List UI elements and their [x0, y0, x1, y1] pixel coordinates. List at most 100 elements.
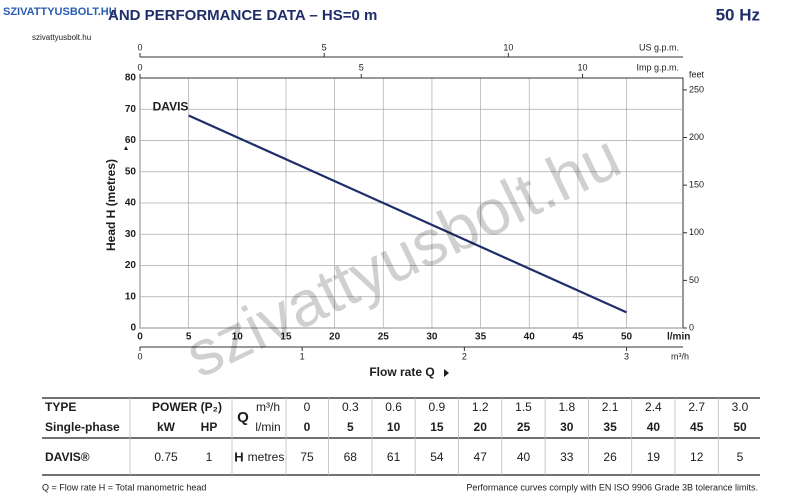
- x-tick-label: 30: [426, 332, 438, 343]
- axis-arrow: [124, 146, 128, 150]
- watermark: szivattyusbolt.hu: [174, 119, 631, 391]
- q-m3h-value: 1.8: [558, 400, 575, 414]
- q-m3h-unit: m³/h: [256, 400, 280, 414]
- q-lmin-value: 40: [647, 420, 661, 434]
- y2-tick-label: 200: [689, 132, 704, 142]
- q-lmin-value: 20: [474, 420, 488, 434]
- top-axis-tick-label: 10: [503, 42, 513, 52]
- curve: [188, 114, 628, 314]
- bottom-axis-tick-label: 2: [462, 351, 467, 361]
- q-lmin-value: 15: [430, 420, 444, 434]
- top-axis-label: Imp g.p.m.: [636, 62, 679, 72]
- x-axis-label: l/min: [667, 332, 690, 343]
- q-m3h-value: 2.1: [602, 400, 619, 414]
- q-lmin-value: 50: [733, 420, 747, 434]
- axis-arrow: [444, 369, 449, 377]
- h-value: 54: [430, 450, 444, 464]
- x-tick-label: 0: [137, 332, 143, 343]
- series-label: DAVIS: [153, 100, 189, 114]
- h-value: 12: [690, 450, 704, 464]
- q-lmin-value: 10: [387, 420, 401, 434]
- q-m3h-value: 0.6: [385, 400, 402, 414]
- q-symbol: Q: [237, 409, 249, 426]
- hp-header: HP: [201, 420, 218, 434]
- x-tick-label: 25: [378, 332, 390, 343]
- type-header: TYPE: [45, 400, 76, 414]
- h-value: 40: [517, 450, 531, 464]
- top-axis-tick-label: 5: [359, 62, 364, 72]
- top-axis-tick-label: 0: [137, 42, 142, 52]
- x-tick-label: 5: [186, 332, 192, 343]
- h-symbol: H: [234, 449, 243, 464]
- logo: SZIVATTYUSBOLT.HU: [3, 6, 117, 18]
- x-tick-label: 45: [572, 332, 584, 343]
- y2-tick-label: 100: [689, 227, 704, 237]
- h-value: 47: [474, 450, 488, 464]
- q-m3h-value: 2.7: [688, 400, 705, 414]
- chart: 0 5 10 15 20 25 30 35 40 45 50 l/min010203040506070…: [104, 42, 704, 379]
- y-tick-label: 0: [130, 323, 136, 334]
- pump-type: DAVIS®: [45, 450, 90, 464]
- h-value: 75: [300, 450, 314, 464]
- pump-hp: 1: [206, 450, 213, 464]
- q-m3h-value: 0.3: [342, 400, 359, 414]
- y2-tick-label: 250: [689, 84, 704, 94]
- q-m3h-value: 0: [304, 400, 311, 414]
- q-lmin-value: 5: [347, 420, 354, 434]
- table: TYPE Single-phase POWER (P₂) kW HP Qm³/h l/min…: [42, 397, 760, 476]
- y-tick-label: 70: [125, 104, 137, 115]
- h-value: 19: [647, 450, 661, 464]
- y-tick-label: 60: [125, 135, 137, 146]
- title: AND PERFORMANCE DATA – HS=0 m: [108, 7, 377, 24]
- y-tick-label: 10: [125, 291, 137, 302]
- q-lmin-value: 25: [517, 420, 531, 434]
- q-m3h-value: 1.5: [515, 400, 532, 414]
- q-lmin-value: 45: [690, 420, 704, 434]
- h-value: 61: [387, 450, 401, 464]
- top-axis-tick-label: 0: [137, 62, 142, 72]
- top-axis-label: US g.p.m.: [639, 42, 679, 52]
- y-tick-label: 20: [125, 260, 137, 271]
- h-value: 33: [560, 450, 574, 464]
- x-tick-label: 10: [232, 332, 244, 343]
- bottom-axis-tick-label: 1: [300, 351, 305, 361]
- q-m3h-value: 3.0: [732, 400, 749, 414]
- q-lmin-value: 0: [304, 420, 311, 434]
- q-lmin-value: 30: [560, 420, 574, 434]
- top-axis-tick-label: 5: [322, 42, 327, 52]
- y-tick-label: 30: [125, 229, 137, 240]
- q-m3h-value: 1.2: [472, 400, 489, 414]
- y-tick-label: 40: [125, 198, 137, 209]
- q-m3h-value: 2.4: [645, 400, 662, 414]
- footer-note: Performance curves comply with EN ISO 99…: [466, 482, 758, 492]
- y-tick-label: 80: [125, 73, 137, 84]
- x-tick-label: 50: [621, 332, 633, 343]
- logo-url: szivattyusbolt.hu: [32, 33, 91, 42]
- pump-kw: 0.75: [154, 450, 178, 464]
- q-lmin-value: 35: [603, 420, 617, 434]
- h-unit: metres: [248, 450, 285, 464]
- x-tick-label: 20: [329, 332, 341, 343]
- type-sub: Single-phase: [45, 420, 120, 434]
- x-tick-label: 15: [280, 332, 292, 343]
- y-axis-label: Head H (metres): [104, 159, 118, 251]
- y2-tick-label: 150: [689, 180, 704, 190]
- h-value: 68: [344, 450, 358, 464]
- bottom-axis-tick-label: 0: [137, 351, 142, 361]
- frequency: 50 Hz: [716, 5, 760, 24]
- x-axis-title: Flow rate Q: [369, 365, 434, 379]
- y2-tick-label: 0: [689, 322, 694, 332]
- top-axis-tick-label: 10: [578, 62, 588, 72]
- kw-header: kW: [157, 420, 176, 434]
- x-tick-label: 35: [475, 332, 487, 343]
- bottom-axis-label: m³/h: [671, 351, 689, 361]
- x-tick-label: 40: [524, 332, 536, 343]
- footer-legend: Q = Flow rate H = Total manometric head: [42, 482, 206, 492]
- y2-tick-label: 50: [689, 275, 699, 285]
- q-m3h-value: 0.9: [429, 400, 446, 414]
- y2-axis-label: feet: [689, 69, 705, 79]
- q-lmin-unit: l/min: [255, 420, 280, 434]
- power-header: POWER (P₂): [152, 400, 222, 414]
- y-tick-label: 50: [125, 166, 137, 177]
